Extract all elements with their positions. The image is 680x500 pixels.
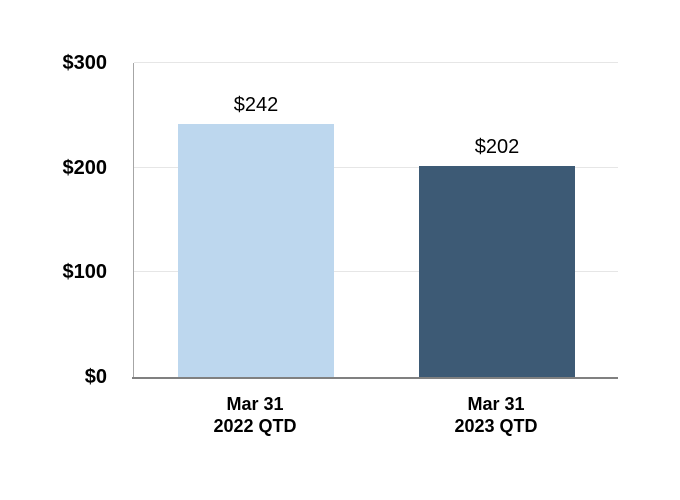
- x-category-label-2023-line1: Mar 31: [467, 394, 525, 414]
- y-tick-label-200: $200: [62, 156, 108, 179]
- gridline-200: [134, 166, 618, 168]
- gridline-100: [134, 271, 618, 273]
- x-category-label-2023-line2: 2023 QTD: [454, 416, 538, 436]
- y-axis-tick-labels: $0 $100 $200 $300: [0, 53, 108, 387]
- x-category-label-2022-line2: 2022 QTD: [213, 416, 297, 436]
- bar-mar-31-2023-qtd: [419, 165, 575, 377]
- x-category-label-2022-line1: Mar 31: [226, 394, 284, 414]
- x-category-label-2023: Mar 31 2023 QTD: [416, 393, 576, 437]
- gridline-300: [134, 62, 618, 63]
- x-category-label-2022: Mar 31 2022 QTD: [175, 393, 335, 437]
- y-tick-label-0: $0: [84, 366, 107, 388]
- y-tick-label-300: $300: [62, 52, 108, 74]
- value-label-2022: $242: [233, 93, 279, 116]
- x-axis-line: [132, 377, 618, 379]
- y-tick-label-100: $100: [62, 261, 108, 284]
- value-label-2023: $202: [474, 135, 520, 158]
- plot-area: $242 $202: [133, 62, 618, 377]
- bar-mar-31-2022-qtd: [178, 123, 334, 377]
